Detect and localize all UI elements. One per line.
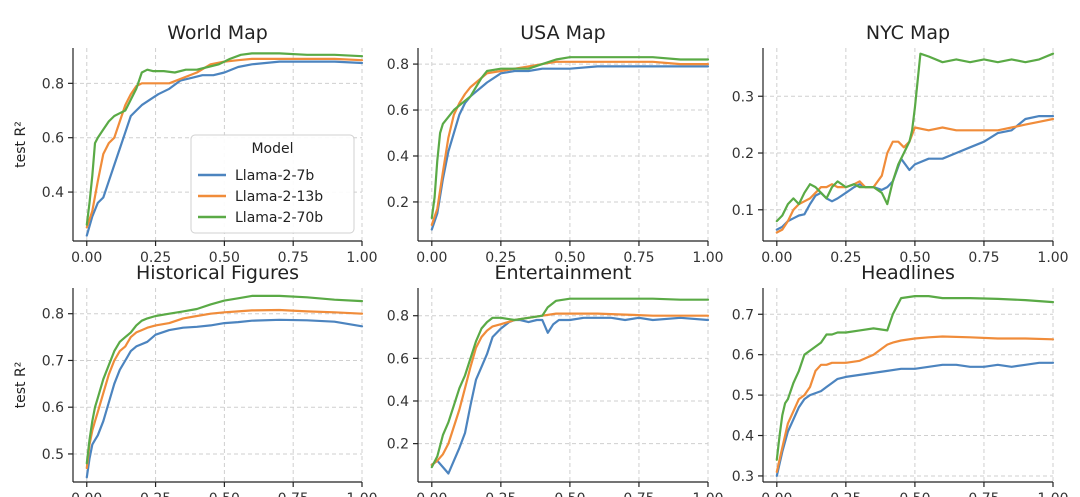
y-tick-label: 0.6 (42, 400, 64, 416)
series-line-llama-2-7b (85, 60, 364, 237)
chart-title: World Map (167, 22, 268, 44)
x-tick-label: 0.25 (830, 491, 861, 497)
x-tick-label: 0.50 (554, 250, 585, 266)
x-tick-label: 0.50 (554, 491, 585, 497)
panel-historical-figures: 0.5 0.6 0.7 0.8 0.00 0.25 0.50 0.75 1.00 Historic… (13, 262, 378, 497)
series-line-llama-2-7b (775, 361, 1055, 477)
x-tick-label: 0.25 (830, 250, 861, 266)
series-line-llama-2-13b (85, 308, 364, 470)
legend-entry-llama-2-13b: Llama-2-13b (235, 189, 323, 205)
series-line-llama-2-13b (775, 335, 1055, 473)
x-tick-label: 0.50 (899, 250, 930, 266)
series-line-llama-2-70b (775, 52, 1055, 223)
y-tick-label: 0.7 (732, 307, 754, 323)
series-line-llama-2-70b (430, 56, 710, 220)
x-tick-label: 0.75 (968, 491, 999, 497)
series-line-llama-2-70b (430, 297, 710, 469)
y-tick-label: 0.8 (387, 57, 409, 73)
x-tick-label: 0.25 (140, 250, 171, 266)
chart-title: Historical Figures (136, 262, 299, 284)
y-tick-label: 0.2 (732, 146, 754, 162)
y-tick-label: 0.1 (732, 203, 754, 219)
x-tick-label: 0.00 (761, 491, 792, 497)
y-tick-label: 0.4 (387, 149, 409, 165)
x-tick-label: 1.00 (346, 491, 377, 497)
series-line-llama-2-70b (85, 294, 364, 465)
y-tick-label: 0.3 (732, 469, 754, 485)
series-line-llama-2-13b (775, 117, 1055, 234)
y-tick-label: 0.8 (42, 76, 64, 92)
y-tick-label: 0.6 (42, 131, 64, 147)
y-tick-label: 0.6 (732, 348, 754, 364)
y-tick-label: 0.5 (732, 388, 754, 404)
series-line-llama-2-70b (775, 295, 1055, 461)
x-tick-label: 0.75 (968, 250, 999, 266)
x-tick-label: 0.00 (416, 491, 447, 497)
x-tick-label: 0.75 (623, 250, 654, 266)
chart-title: USA Map (520, 22, 605, 44)
x-tick-label: 1.00 (692, 250, 723, 266)
x-tick-label: 0.50 (209, 250, 240, 266)
legend-title: Model (251, 141, 293, 157)
panel-usa-map: 0.2 0.4 0.6 0.8 0.00 0.25 0.50 0.75 1.00 USA Map (387, 22, 724, 266)
x-tick-label: 1.00 (346, 250, 377, 266)
series-line-llama-2-13b (430, 60, 710, 226)
y-tick-label: 0.7 (42, 353, 64, 369)
panel-headlines: 0.3 0.4 0.5 0.6 0.7 0.00 0.25 0.50 0.75 1.00 Headl… (732, 262, 1069, 497)
series-line-llama-2-7b (85, 318, 364, 479)
y-tick-label: 0.3 (732, 89, 754, 105)
y-tick-label: 0.8 (42, 307, 64, 323)
legend: Model Llama-2-7b Llama-2-13b Llama-2-70b (190, 134, 355, 234)
x-tick-label: 0.50 (899, 491, 930, 497)
chart-title: NYC Map (866, 22, 950, 44)
x-tick-label: 0.75 (623, 491, 654, 497)
y-tick-label: 0.2 (387, 437, 409, 453)
x-tick-label: 1.00 (1037, 491, 1068, 497)
series-line-llama-2-7b (430, 65, 710, 231)
x-tick-label: 1.00 (692, 491, 723, 497)
x-tick-label: 0.00 (761, 250, 792, 266)
x-tick-label: 0.25 (140, 491, 171, 497)
panel-world-map: 0.4 0.6 0.8 0.00 0.25 0.50 0.75 1.00 World Map te… (13, 22, 378, 266)
x-tick-label: 0.75 (278, 250, 309, 266)
y-tick-label: 0.4 (387, 394, 409, 410)
y-tick-label: 0.4 (42, 185, 64, 201)
panel-entertainment: 0.2 0.4 0.6 0.8 0.00 0.25 0.50 0.75 1.00 Entertai… (387, 262, 724, 497)
x-tick-label: 0.00 (71, 491, 102, 497)
y-tick-label: 0.4 (732, 429, 754, 445)
y-axis-label: test R² (13, 121, 29, 168)
y-tick-label: 0.6 (387, 103, 409, 119)
x-tick-label: 0.50 (209, 491, 240, 497)
x-tick-label: 1.00 (1037, 250, 1068, 266)
legend-box (190, 134, 355, 234)
y-tick-label: 0.8 (387, 309, 409, 325)
panel-nyc-map: 0.1 0.2 0.3 0.00 0.25 0.50 0.75 1.00 NYC Map (732, 22, 1069, 266)
legend-entry-llama-2-7b: Llama-2-7b (235, 168, 314, 184)
y-axis-label: test R² (13, 362, 29, 409)
x-tick-label: 0.00 (71, 250, 102, 266)
chart-title: Headlines (861, 262, 955, 284)
chart-title: Entertainment (494, 262, 631, 284)
series-line-llama-2-70b (85, 52, 364, 226)
x-tick-label: 0.25 (485, 491, 516, 497)
x-tick-label: 0.75 (278, 491, 309, 497)
legend-entry-llama-2-70b: Llama-2-70b (235, 210, 323, 226)
y-tick-label: 0.6 (387, 351, 409, 367)
series-line-llama-2-13b (85, 57, 364, 229)
series-line-llama-2-13b (430, 312, 710, 466)
y-tick-label: 0.2 (387, 195, 409, 211)
y-tick-label: 0.5 (42, 447, 64, 463)
x-tick-label: 0.00 (416, 250, 447, 266)
x-tick-label: 0.25 (485, 250, 516, 266)
